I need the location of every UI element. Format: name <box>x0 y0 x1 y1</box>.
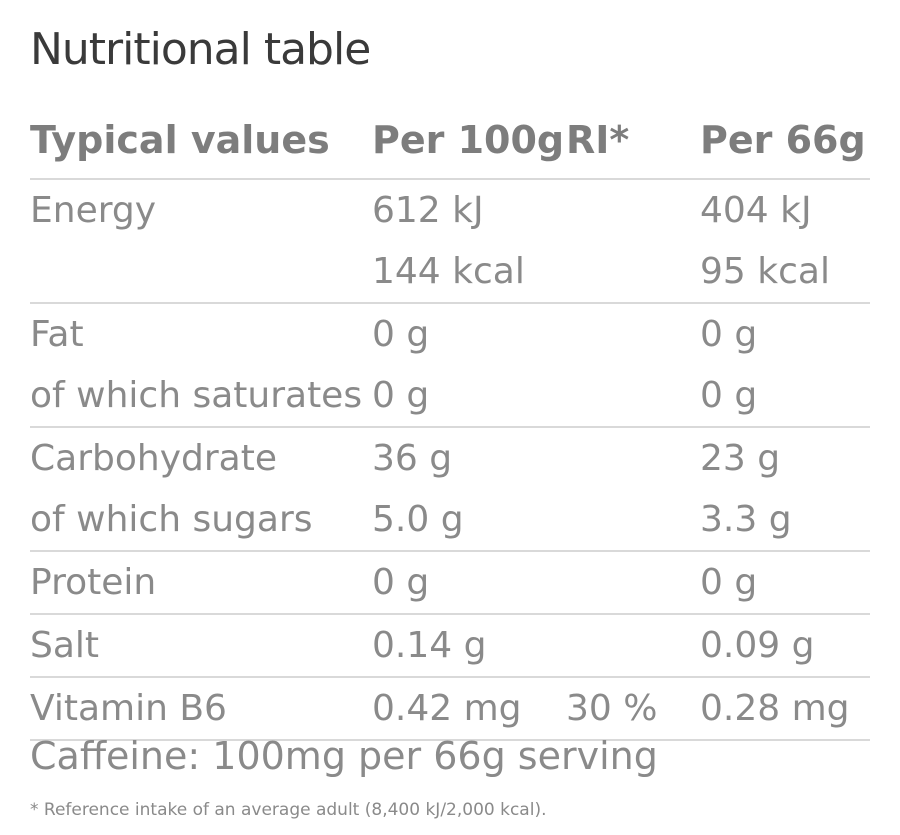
table-row: Vitamin B6 0.42 mg 30 % 0.28 mg <box>30 678 870 739</box>
per-100g-value: 0.42 mg <box>372 688 522 729</box>
per-66g-value: 23 g <box>700 438 781 479</box>
table-row: 144 kcal 95 kcal <box>30 241 870 302</box>
per-100g-value: 0 g <box>372 314 430 355</box>
nutrient-label: of which saturates <box>30 375 363 416</box>
table-row: Protein 0 g 0 g <box>30 552 870 613</box>
nutrient-label: Carbohydrate <box>30 438 277 479</box>
nutrient-label: Energy <box>30 190 157 231</box>
header-per-100g: Per 100g <box>372 118 565 162</box>
per-100g-value: 0 g <box>372 375 430 416</box>
table-header: Typical values Per 100g RI* Per 66g <box>30 112 870 180</box>
nutrition-table: Typical values Per 100g RI* Per 66g Ener… <box>30 112 870 741</box>
per-100g-value: 5.0 g <box>372 499 464 540</box>
per-66g-value: 95 kcal <box>700 251 830 292</box>
table-row: Fat 0 g 0 g <box>30 304 870 365</box>
nutrient-label: Vitamin B6 <box>30 688 227 729</box>
nutrient-label: Salt <box>30 625 100 666</box>
table-group: Carbohydrate 36 g 23 g of which sugars 5.0 g… <box>30 428 870 552</box>
per-66g-value: 3.3 g <box>700 499 792 540</box>
per-66g-value: 0 g <box>700 375 758 416</box>
ri-value: 30 % <box>566 688 658 729</box>
per-100g-value: 0 g <box>372 562 430 603</box>
per-66g-value: 0 g <box>700 314 758 355</box>
nutrient-label: of which sugars <box>30 499 313 540</box>
table-group: Vitamin B6 0.42 mg 30 % 0.28 mg <box>30 678 870 741</box>
per-66g-value: 0.28 mg <box>700 688 850 729</box>
table-row: Carbohydrate 36 g 23 g <box>30 428 870 489</box>
per-66g-value: 0 g <box>700 562 758 603</box>
table-row: Salt 0.14 g 0.09 g <box>30 615 870 676</box>
nutrient-label: Fat <box>30 314 84 355</box>
page-title: Nutritional table <box>30 24 371 75</box>
per-100g-value: 36 g <box>372 438 453 479</box>
table-row: Energy 612 kJ 404 kJ <box>30 180 870 241</box>
table-group: Protein 0 g 0 g <box>30 552 870 615</box>
header-ri: RI* <box>566 118 630 162</box>
footnote: * Reference intake of an average adult (… <box>30 800 547 820</box>
nutrient-label: Protein <box>30 562 157 603</box>
per-100g-value: 144 kcal <box>372 251 525 292</box>
caffeine-note: Caffeine: 100mg per 66g serving <box>30 734 658 778</box>
table-group: Energy 612 kJ 404 kJ 144 kcal 95 kcal <box>30 180 870 304</box>
per-100g-value: 612 kJ <box>372 190 484 231</box>
header-per-66g: Per 66g <box>700 118 866 162</box>
table-group: Salt 0.14 g 0.09 g <box>30 615 870 678</box>
per-66g-value: 404 kJ <box>700 190 812 231</box>
table-row: of which sugars 5.0 g 3.3 g <box>30 489 870 550</box>
per-100g-value: 0.14 g <box>372 625 487 666</box>
per-66g-value: 0.09 g <box>700 625 815 666</box>
table-body: Energy 612 kJ 404 kJ 144 kcal 95 kcal Fat 0 g 0… <box>30 180 870 741</box>
header-typical-values: Typical values <box>30 118 330 162</box>
